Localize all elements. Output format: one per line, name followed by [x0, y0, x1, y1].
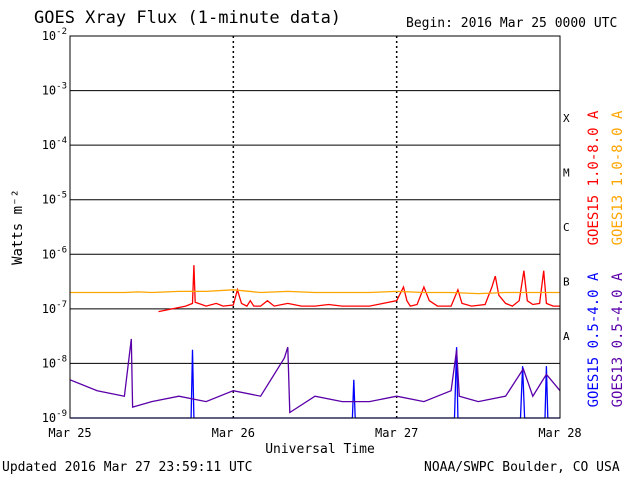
x-tick-label-2: Mar 27	[375, 426, 418, 440]
flare-class-c: C	[563, 221, 570, 234]
chart-title: GOES Xray Flux (1-minute data)	[34, 8, 342, 28]
begin-timestamp: Begin: 2016 Mar 25 0000 UTC	[406, 16, 618, 31]
grid-layer	[70, 35, 560, 419]
y-tick-label-4: 10-5	[42, 191, 67, 207]
series-line-0	[158, 265, 560, 313]
series-line-1	[70, 289, 560, 295]
x-tick-labels: Mar 25 Mar 26 Mar 27 Mar 28	[48, 426, 581, 440]
flare-class-labels: X M C B A	[563, 112, 570, 343]
flare-class-m: M	[563, 166, 570, 179]
series-layer	[69, 265, 561, 419]
y-tick-label-6: 10-3	[42, 82, 67, 98]
xray-flux-chart: 10-910-810-710-610-510-410-310-2 Mar 25 M…	[10, 27, 626, 457]
x-tick-label-1: Mar 26	[212, 426, 255, 440]
y-tick-label-3: 10-6	[42, 245, 67, 261]
legend-entry-2: GOES15 0.5-4.0 A	[586, 272, 602, 407]
series-line-2	[70, 347, 560, 419]
x-tick-label-3: Mar 28	[538, 426, 581, 440]
y-axis-label: Watts m⁻²	[10, 189, 26, 265]
x-tick-label-0: Mar 25	[48, 426, 91, 440]
y-tick-label-5: 10-4	[42, 136, 67, 152]
flare-class-a: A	[563, 330, 570, 343]
data-credit: NOAA/SWPC Boulder, CO USA	[424, 460, 620, 475]
legend-entry-3: GOES13 0.5-4.0 A	[610, 272, 626, 407]
y-tick-label-7: 10-2	[42, 27, 67, 43]
y-tick-labels: 10-9 10-8 10-7 10-6 10-5 10-4 10-3 10-2	[42, 27, 67, 425]
legend-entry-0: GOES15 1.0-8.0 A	[586, 110, 602, 245]
flare-class-x: X	[563, 112, 570, 125]
y-tick-label-1: 10-8	[42, 354, 67, 370]
updated-timestamp: Updated 2016 Mar 27 23:59:11 UTC	[2, 460, 253, 475]
y-tick-label-2: 10-7	[42, 300, 67, 316]
series-line-3	[69, 338, 561, 414]
legend: GOES15 1.0-8.0 A GOES13 1.0-8.0 A GOES15 0…	[586, 110, 626, 407]
flare-class-b: B	[563, 276, 570, 289]
x-axis-label: Universal Time	[265, 442, 375, 457]
legend-entry-1: GOES13 1.0-8.0 A	[610, 110, 626, 245]
y-tick-label-0: 10-9	[42, 409, 67, 425]
plot-frame	[69, 35, 561, 419]
